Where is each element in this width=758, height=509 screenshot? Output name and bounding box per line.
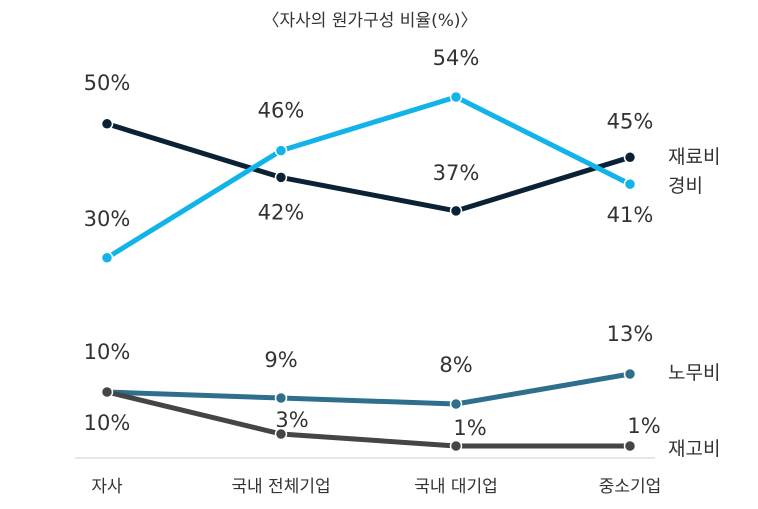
series-line — [106, 389, 630, 449]
x-tick-label: 자사 — [91, 477, 123, 497]
series-name-label: 재고비 — [668, 438, 720, 460]
data-label: 1% — [627, 414, 660, 438]
data-point — [100, 117, 114, 131]
data-label: 10% — [84, 411, 131, 435]
series-4: 10% 3% 1% 1% 재고비 — [84, 385, 720, 460]
x-tick-label: 국내 대기업 — [414, 477, 498, 497]
data-label: 42% — [258, 200, 305, 224]
series-layer: 50% 42% 37% 45% 재료비 30% 46% 54% 41% 경비 10% 9% 8% 13% 노… — [84, 46, 721, 460]
data-label: 54% — [433, 46, 480, 70]
data-point — [449, 204, 463, 218]
series-name-label: 경비 — [668, 175, 703, 197]
data-label: 46% — [258, 99, 305, 123]
data-label: 3% — [275, 408, 308, 432]
series-line — [106, 121, 631, 214]
series-2: 30% 46% 54% 41% 경비 — [84, 46, 703, 265]
data-point — [623, 367, 637, 381]
data-label: 1% — [453, 416, 486, 440]
data-point — [100, 385, 114, 399]
series-3: 10% 9% 8% 13% 노무비 — [84, 322, 720, 411]
data-point — [623, 439, 637, 453]
x-tick-label: 국내 전체기업 — [231, 477, 330, 497]
series-name-label: 재료비 — [668, 146, 720, 168]
data-label: 10% — [84, 340, 131, 364]
data-label: 13% — [607, 322, 654, 346]
data-point — [274, 391, 288, 405]
series-name-label: 노무비 — [668, 362, 720, 384]
data-label: 37% — [433, 161, 480, 185]
data-point — [449, 90, 463, 104]
x-tick-label: 중소기업 — [599, 477, 662, 497]
data-label: 41% — [607, 203, 654, 227]
data-point — [100, 251, 114, 265]
data-point — [449, 439, 463, 453]
data-point — [274, 427, 288, 441]
data-point — [274, 144, 288, 157]
data-point — [449, 397, 463, 411]
series-1: 50% 42% 37% 45% 재료비 — [84, 71, 721, 225]
data-label: 45% — [607, 109, 654, 133]
data-point — [274, 171, 288, 184]
data-point — [623, 151, 637, 164]
data-label: 30% — [84, 207, 131, 231]
x-tick-labels: 자사 국내 전체기업 국내 대기업 중소기업 — [91, 477, 661, 497]
series-line — [105, 94, 632, 260]
series-line — [106, 371, 631, 407]
chart-title: 〈자사의 원가구성 비율(%)〉 — [263, 11, 478, 31]
data-point — [623, 177, 637, 191]
data-label: 8% — [439, 353, 472, 377]
data-label: 50% — [84, 71, 131, 95]
data-label: 9% — [264, 348, 297, 372]
